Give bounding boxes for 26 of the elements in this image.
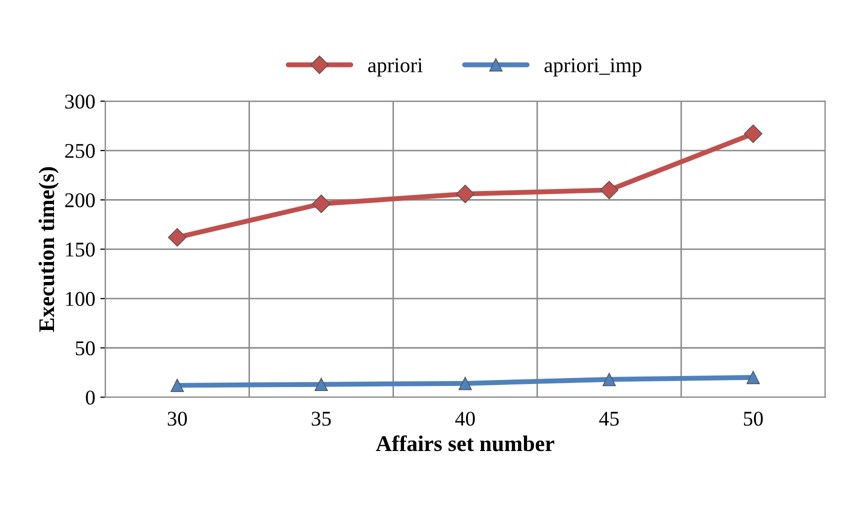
legend-label: apriori_imp bbox=[544, 58, 642, 77]
point bbox=[314, 378, 328, 392]
point bbox=[312, 194, 330, 214]
y-axis-title: Execution time(s) bbox=[38, 167, 59, 332]
y-tick-label: 0 bbox=[86, 390, 95, 405]
point bbox=[170, 378, 184, 392]
y-tick-label: 200 bbox=[65, 193, 95, 208]
x-tick-label: 50 bbox=[744, 412, 763, 426]
legend-label: apriori bbox=[368, 58, 423, 77]
point bbox=[746, 370, 760, 384]
y-tick-label: 50 bbox=[76, 341, 95, 356]
x-axis-title: Affairs set number bbox=[376, 435, 554, 452]
x-tick-label: 40 bbox=[455, 412, 475, 426]
y-tick-label: 300 bbox=[65, 94, 95, 109]
x-tick-label: 35 bbox=[312, 412, 331, 426]
x-tick-label: 45 bbox=[599, 412, 619, 426]
point bbox=[600, 180, 618, 200]
y-tick-label: 100 bbox=[66, 292, 95, 306]
point bbox=[168, 228, 186, 247]
x-tick-label: 30 bbox=[168, 412, 187, 426]
point bbox=[458, 376, 472, 390]
point bbox=[602, 372, 616, 386]
point bbox=[744, 124, 762, 144]
y-tick-label: 150 bbox=[66, 242, 95, 257]
point bbox=[456, 184, 474, 204]
y-tick-label: 250 bbox=[65, 144, 95, 158]
